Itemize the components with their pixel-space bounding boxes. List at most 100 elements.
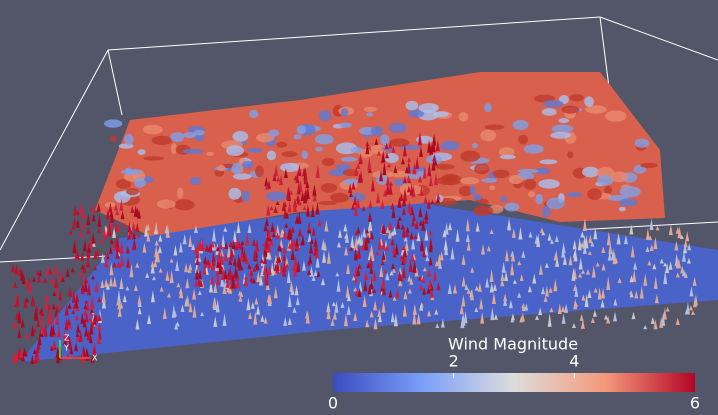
- patch: [217, 164, 226, 172]
- arrow: [89, 311, 94, 317]
- patch: [104, 119, 123, 128]
- arrow: [283, 316, 288, 326]
- arrow: [158, 234, 163, 242]
- arrow: [385, 226, 390, 233]
- arrow: [538, 307, 543, 316]
- arrow: [691, 310, 696, 315]
- arrow: [108, 202, 113, 213]
- arrow: [590, 317, 595, 323]
- arrow: [432, 153, 437, 162]
- arrow: [390, 231, 395, 236]
- arrow: [681, 269, 686, 277]
- arrow: [194, 245, 199, 254]
- arrow: [84, 311, 89, 323]
- arrow: [368, 199, 373, 209]
- arrow: [79, 202, 84, 213]
- arrow: [402, 197, 407, 202]
- arrow: [293, 254, 298, 267]
- arrow: [439, 250, 444, 261]
- arrow: [681, 251, 686, 262]
- arrow: [174, 322, 179, 330]
- arrow: [510, 250, 515, 257]
- arrow: [97, 227, 102, 233]
- patch: [541, 205, 551, 218]
- arrow: [97, 322, 102, 331]
- patch: [193, 129, 205, 136]
- arrow: [519, 315, 524, 323]
- arrow: [687, 243, 692, 251]
- arrow: [367, 156, 372, 171]
- patch: [343, 178, 360, 185]
- arrow: [354, 166, 359, 176]
- arrow: [655, 226, 660, 231]
- colorbar-range-label: 0: [328, 394, 338, 413]
- arrow: [30, 354, 35, 364]
- arrow: [224, 241, 229, 249]
- arrow: [301, 260, 306, 271]
- arrow: [154, 240, 159, 246]
- arrow: [370, 250, 375, 261]
- arrow: [354, 230, 359, 236]
- arrow: [474, 306, 479, 312]
- arrow: [493, 313, 498, 320]
- arrow: [412, 303, 417, 315]
- arrow: [185, 294, 190, 307]
- arrow: [88, 235, 93, 249]
- arrow: [238, 294, 243, 302]
- arrow: [392, 226, 397, 235]
- arrow: [377, 313, 382, 323]
- arrow: [512, 279, 517, 284]
- patch: [389, 138, 410, 147]
- arrow: [489, 282, 494, 293]
- patch: [296, 125, 306, 135]
- arrow: [351, 276, 356, 281]
- arrow: [321, 238, 326, 250]
- arrow: [387, 163, 392, 168]
- arrow: [405, 226, 410, 233]
- arrow: [372, 274, 377, 281]
- arrow: [442, 229, 447, 238]
- arrow: [368, 211, 373, 222]
- arrow: [108, 246, 113, 254]
- arrow: [573, 247, 578, 262]
- arrow: [21, 272, 26, 285]
- arrow: [574, 286, 579, 297]
- patch: [492, 169, 510, 179]
- arrow: [90, 275, 95, 280]
- patch: [499, 154, 516, 160]
- arrow: [116, 238, 121, 253]
- arrow: [356, 226, 361, 234]
- arrow: [648, 235, 653, 241]
- patch: [170, 142, 177, 155]
- patch: [569, 94, 584, 102]
- arrow: [466, 288, 471, 294]
- arrow: [300, 190, 305, 201]
- arrow: [388, 289, 393, 298]
- arrow: [275, 259, 280, 272]
- arrow: [109, 262, 114, 276]
- arrow: [408, 259, 413, 273]
- arrow: [232, 229, 237, 243]
- arrow: [541, 286, 546, 295]
- arrow: [582, 217, 587, 232]
- arrow: [413, 233, 418, 239]
- colorbar-tick-label: 4: [569, 352, 579, 371]
- arrow: [74, 314, 79, 321]
- arrow: [22, 347, 27, 357]
- arrow: [87, 281, 92, 296]
- arrow: [93, 249, 98, 260]
- arrow: [422, 249, 427, 258]
- arrow: [675, 226, 680, 234]
- arrow: [60, 276, 65, 283]
- patch: [189, 176, 201, 186]
- arrow: [31, 295, 36, 307]
- patch: [231, 162, 243, 175]
- arrow: [274, 164, 279, 177]
- arrow: [109, 238, 114, 244]
- arrow: [297, 211, 302, 224]
- arrow: [361, 205, 366, 212]
- arrow: [76, 322, 81, 333]
- arrow: [692, 276, 697, 286]
- arrow: [119, 199, 124, 211]
- arrow: [147, 313, 152, 325]
